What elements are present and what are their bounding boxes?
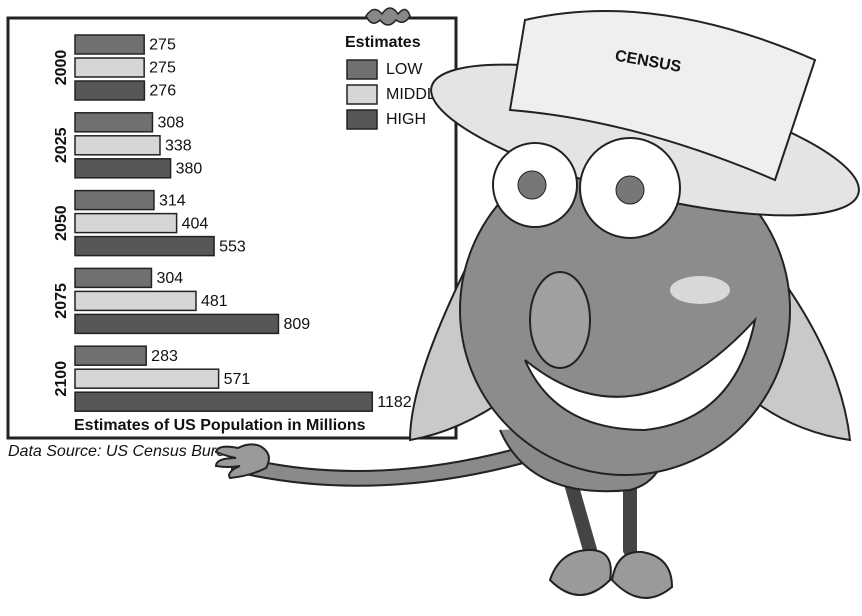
bar xyxy=(74,34,145,55)
bar xyxy=(74,235,215,257)
hat-crown xyxy=(508,10,817,182)
value-label: 275 xyxy=(149,37,176,54)
value-label: 404 xyxy=(182,215,209,232)
category-label: 2000 xyxy=(53,50,70,86)
category-label: 2025 xyxy=(53,127,70,163)
value-label: 1182 xyxy=(377,394,412,411)
category-label: 2050 xyxy=(53,205,70,241)
bar xyxy=(74,290,197,312)
cartoon: CENSUS xyxy=(214,10,860,599)
value-label: 308 xyxy=(157,115,184,132)
bar xyxy=(74,80,146,101)
value-label: 304 xyxy=(156,270,183,287)
mouth xyxy=(524,316,757,432)
bar xyxy=(74,189,155,211)
value-label: 276 xyxy=(149,83,176,100)
bar xyxy=(74,158,172,179)
pupil-right xyxy=(615,175,645,205)
nose xyxy=(529,271,591,369)
value-label: 338 xyxy=(165,138,192,155)
bar xyxy=(74,212,178,234)
category-label: 2100 xyxy=(53,361,70,397)
value-label: 380 xyxy=(176,161,203,178)
value-label: 809 xyxy=(283,316,310,333)
value-label: 481 xyxy=(201,293,228,310)
legend-label: LOW xyxy=(386,61,423,78)
pupil-left xyxy=(517,170,547,200)
cheek-highlight xyxy=(670,276,730,304)
hand xyxy=(214,443,270,480)
legend-swatch xyxy=(346,84,378,105)
legend-swatch xyxy=(346,109,378,130)
x-axis-label: Estimates of US Population in Millions xyxy=(74,417,366,434)
category-label: 2075 xyxy=(53,283,70,319)
bar xyxy=(74,391,374,412)
bar xyxy=(74,57,145,78)
source-note: Data Source: US Census Bureau xyxy=(8,443,243,460)
bar xyxy=(74,313,280,335)
legs xyxy=(563,473,637,557)
legend-swatch xyxy=(346,59,378,80)
bar xyxy=(74,368,220,389)
value-label: 275 xyxy=(149,60,176,77)
board-hook xyxy=(365,7,411,26)
bar xyxy=(74,135,161,156)
legend-title: Estimates xyxy=(345,34,421,51)
value-label: 553 xyxy=(219,238,246,255)
legend-label: HIGH xyxy=(386,111,426,128)
board: Estimates of US Population in Millions E… xyxy=(6,7,458,440)
value-label: 314 xyxy=(159,192,186,209)
bar xyxy=(74,112,154,133)
shoes xyxy=(548,548,674,599)
bar xyxy=(74,345,147,366)
bar xyxy=(74,267,153,289)
value-label: 283 xyxy=(151,348,178,365)
value-label: 571 xyxy=(224,371,251,388)
